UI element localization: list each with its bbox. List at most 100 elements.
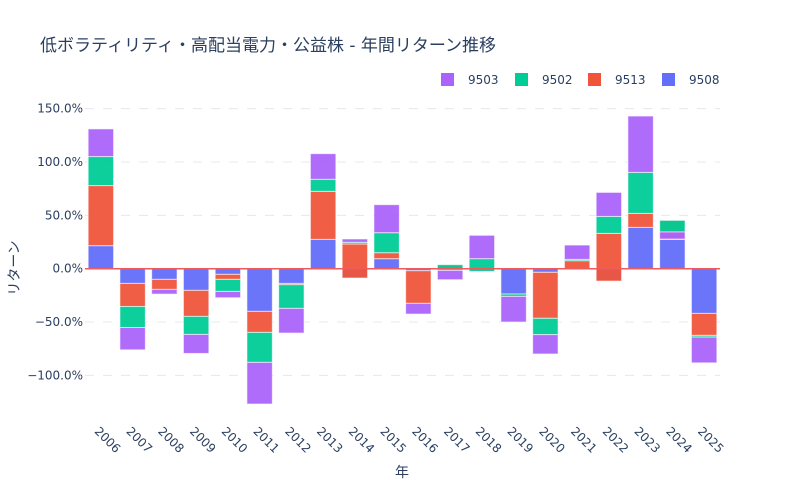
bar-9502-2006[interactable] <box>87 156 115 187</box>
bar-9503-2022[interactable] <box>595 191 623 217</box>
bar-9502-2010[interactable] <box>214 278 242 292</box>
bar-9503-2010[interactable] <box>214 290 242 299</box>
bar-9508-2007[interactable] <box>119 268 146 284</box>
bar-9503-2021[interactable] <box>563 244 591 260</box>
y-tick-label: −100.0% <box>27 368 83 382</box>
bar-9503-2012[interactable] <box>278 307 305 334</box>
bar-9508-2010[interactable] <box>214 268 242 275</box>
bar-9513-2025[interactable] <box>690 312 718 336</box>
bar-9502-2013[interactable] <box>309 178 337 192</box>
chart-title: 低ボラティリティ・高配当電力・公益株 - 年間リターン推移 <box>40 36 496 56</box>
legend-item-9513[interactable]: 9513 <box>588 73 646 87</box>
legend-label: 9508 <box>689 73 720 87</box>
legend-label: 9502 <box>542 73 573 87</box>
bar-9508-2009[interactable] <box>182 268 210 291</box>
bar-9508-2025[interactable] <box>690 268 718 314</box>
legend-item-9502[interactable]: 9502 <box>515 73 573 87</box>
legend-swatch <box>662 73 675 86</box>
bar-9513-2008[interactable] <box>151 278 178 290</box>
bar-9502-2017[interactable] <box>436 264 464 271</box>
bar-9508-2013[interactable] <box>309 238 337 270</box>
bar-9508-2015[interactable] <box>373 258 400 270</box>
y-tick-label: −50.0% <box>35 315 83 329</box>
x-tick-label: 2006 <box>92 424 123 455</box>
legend-swatch <box>588 73 601 86</box>
bar-9503-2025[interactable] <box>690 336 718 364</box>
x-tick-label: 2008 <box>155 424 186 455</box>
bar-9503-2011[interactable] <box>246 361 273 405</box>
x-axis-ticks: 2006 2007 2008 2009 2010 2011 2012 2013 2014 2015… <box>92 424 727 455</box>
x-tick-label: 2009 <box>187 424 218 455</box>
bar-9513-2020[interactable] <box>532 271 559 319</box>
bar-9513-2021[interactable] <box>563 260 591 270</box>
bar-9503-2024[interactable] <box>659 231 686 240</box>
bar-9508-2006[interactable] <box>87 245 115 270</box>
bar-9502-2022[interactable] <box>595 215 623 234</box>
x-tick-label: 2007 <box>124 424 155 455</box>
y-axis-ticks: 150.0% 100.0% 50.0% 0.0% −50.0% −100.0% <box>27 102 83 383</box>
bar-9503-2009[interactable] <box>182 333 210 354</box>
bar-9502-2024[interactable] <box>659 219 686 233</box>
bar-9513-2016[interactable] <box>405 270 432 304</box>
bar-9513-2009[interactable] <box>182 289 210 317</box>
x-tick-label: 2011 <box>251 424 282 455</box>
bar-9502-2011[interactable] <box>246 331 273 363</box>
bar-9502-2015[interactable] <box>373 232 400 254</box>
legend-item-9503[interactable]: 9503 <box>441 73 499 87</box>
bar-9503-2017[interactable] <box>436 269 464 281</box>
x-tick-label: 2020 <box>536 424 567 455</box>
x-tick-label: 2024 <box>663 424 694 455</box>
bar-9503-2016[interactable] <box>405 302 432 315</box>
bar-9513-2007[interactable] <box>119 282 146 307</box>
bar-9503-2006[interactable] <box>87 128 115 158</box>
bar-9503-2008[interactable] <box>151 288 178 295</box>
x-tick-label: 2021 <box>568 424 599 455</box>
x-tick-label: 2010 <box>219 424 250 455</box>
bar-9502-2007[interactable] <box>119 305 146 328</box>
bar-9503-2015[interactable] <box>373 204 400 234</box>
bar-9513-2022[interactable] <box>595 232 623 282</box>
bar-9502-2020[interactable] <box>532 317 559 336</box>
x-tick-label: 2019 <box>505 424 536 455</box>
bar-9502-2012[interactable] <box>278 284 305 309</box>
x-axis-title: 年 <box>395 465 409 481</box>
x-tick-label: 2013 <box>314 424 345 455</box>
bar-9503-2020[interactable] <box>532 334 559 355</box>
x-tick-label: 2016 <box>409 424 440 455</box>
bar-9513-2023[interactable] <box>627 212 654 228</box>
x-tick-label: 2022 <box>600 424 631 455</box>
bar-9503-2023[interactable] <box>627 115 654 173</box>
bar-9503-2013[interactable] <box>309 153 337 180</box>
bar-9513-2013[interactable] <box>309 190 337 240</box>
bar-9513-2015[interactable] <box>373 252 400 260</box>
bar-9508-2024[interactable] <box>659 238 686 270</box>
legend-label: 9513 <box>615 73 646 87</box>
bar-9503-2019[interactable] <box>500 295 527 323</box>
bar-9508-2019[interactable] <box>500 268 527 295</box>
legend-swatch <box>441 73 454 86</box>
bar-9502-2023[interactable] <box>627 171 654 214</box>
y-tick-label: 150.0% <box>37 102 83 116</box>
bar-9508-2008[interactable] <box>151 268 178 280</box>
bar-9513-2011[interactable] <box>246 310 273 333</box>
bar-9502-2009[interactable] <box>182 315 210 335</box>
bar-9508-2011[interactable] <box>246 268 273 312</box>
bar-9508-2012[interactable] <box>278 268 305 284</box>
bar-9503-2018[interactable] <box>468 234 496 260</box>
legend-item-9508[interactable]: 9508 <box>662 73 720 87</box>
bar-9513-2014[interactable] <box>341 243 369 279</box>
legend[interactable]: 9503 9502 9513 9508 <box>441 73 720 87</box>
bar-9508-2023[interactable] <box>627 226 654 270</box>
bar-9502-2018[interactable] <box>468 258 496 272</box>
bar-9503-2007[interactable] <box>119 326 146 351</box>
bar-9503-2014[interactable] <box>341 238 369 243</box>
x-tick-label: 2023 <box>632 424 663 455</box>
bar-9513-2010[interactable] <box>214 273 242 280</box>
bar-9513-2006[interactable] <box>87 185 115 247</box>
gridlines <box>85 108 720 376</box>
legend-swatch <box>515 73 528 86</box>
x-tick-label: 2025 <box>695 424 726 455</box>
y-tick-label: 100.0% <box>37 155 83 169</box>
